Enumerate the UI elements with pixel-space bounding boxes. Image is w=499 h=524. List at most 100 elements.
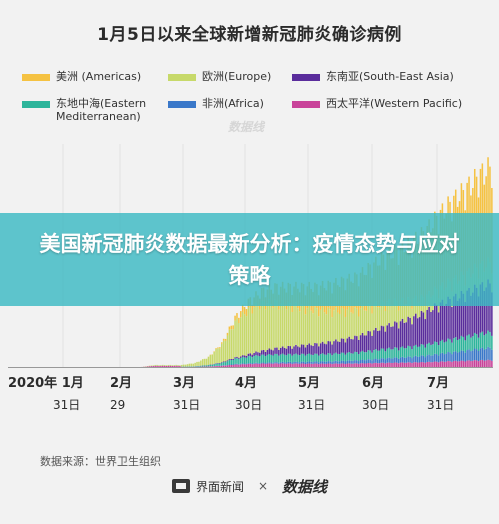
bar-segment <box>397 350 400 359</box>
bar-segment <box>407 362 409 367</box>
bar-segment <box>215 348 217 349</box>
bar-segment <box>234 315 236 321</box>
bar-segment <box>207 366 210 367</box>
bar-segment <box>312 345 314 356</box>
bar-segment <box>257 362 259 364</box>
bar-segment <box>327 307 330 342</box>
bar-segment <box>270 354 272 363</box>
bar-segment <box>255 351 257 356</box>
bar-segment <box>376 350 379 360</box>
bar-segment <box>236 364 238 367</box>
bar-segment <box>335 339 337 353</box>
bar-segment <box>230 365 233 367</box>
bar-segment <box>230 360 233 365</box>
bar-segment <box>373 363 375 367</box>
bar-segment <box>371 352 373 361</box>
bar-segment <box>272 362 274 364</box>
bar-segment <box>243 307 246 315</box>
bar-segment <box>382 301 385 327</box>
bar-segment <box>365 360 368 364</box>
bar-segment <box>350 353 352 361</box>
bar-segment <box>445 303 447 342</box>
bar-segment <box>451 342 453 355</box>
bar-segment <box>217 363 219 366</box>
bar-segment <box>434 361 436 367</box>
bar-segment <box>479 348 482 361</box>
bar-segment <box>295 363 297 367</box>
bar-segment <box>154 365 156 367</box>
bar-segment <box>462 350 465 361</box>
bar-segment <box>458 361 461 367</box>
bar-segment <box>356 360 358 364</box>
bar-segment <box>453 351 455 361</box>
bar-segment <box>329 341 331 354</box>
bar-segment <box>314 361 316 364</box>
bar-segment <box>304 355 307 363</box>
bar-segment <box>318 355 320 363</box>
bar-segment <box>302 305 305 345</box>
bar-segment <box>323 361 326 364</box>
bar-segment <box>325 314 328 345</box>
bar-segment <box>272 355 274 363</box>
bar-segment <box>445 353 447 362</box>
bar-segment <box>367 350 369 360</box>
legend-label: 美洲 (Americas) <box>56 70 142 83</box>
bar-segment <box>365 310 368 336</box>
legend-swatch <box>292 74 320 81</box>
bar-segment <box>260 362 263 364</box>
bar-segment <box>276 363 278 367</box>
bar-segment <box>312 313 314 346</box>
bar-segment <box>466 350 468 361</box>
bar-segment <box>236 313 238 319</box>
bar-segment <box>416 302 419 319</box>
bar-segment <box>430 344 432 356</box>
bar-segment <box>369 350 371 360</box>
bar-segment <box>203 358 206 366</box>
bar-segment <box>390 305 392 327</box>
bar-segment <box>346 352 349 361</box>
bar-segment <box>276 362 278 364</box>
bar-segment <box>445 341 447 354</box>
bar-segment <box>266 363 269 367</box>
bar-segment <box>405 362 408 367</box>
bar-segment <box>198 366 200 367</box>
bar-segment <box>415 344 417 356</box>
bar-segment <box>380 325 383 349</box>
bar-segment <box>192 363 194 367</box>
bar-segment <box>297 363 299 367</box>
bar-segment <box>365 363 368 367</box>
bar-segment <box>325 354 328 362</box>
bar-segment <box>348 336 350 353</box>
bar-segment <box>232 329 234 360</box>
bar-segment <box>428 361 430 367</box>
bar-segment <box>409 362 411 367</box>
bar-segment <box>173 365 175 366</box>
bar-segment <box>432 362 434 367</box>
bar-segment <box>243 364 246 367</box>
bar-segment <box>219 347 221 349</box>
bar-segment <box>447 352 449 362</box>
bar-segment <box>318 346 320 356</box>
bar-segment <box>390 362 392 367</box>
bar-segment <box>217 366 219 367</box>
bar-segment <box>154 364 156 366</box>
bar-segment <box>196 366 198 367</box>
bar-segment <box>399 357 402 363</box>
bar-segment <box>395 322 398 348</box>
x-tick-day: 31日 <box>427 398 454 412</box>
legend-item-western-pacific: 西太平洋(Western Pacific) <box>292 97 462 113</box>
bar-segment <box>392 305 394 327</box>
bar-segment <box>479 332 482 349</box>
bar-segment <box>291 362 293 364</box>
bar-segment <box>241 304 244 312</box>
bar-segment <box>148 366 151 367</box>
bar-segment <box>228 326 231 330</box>
bar-segment <box>312 363 314 367</box>
bar-segment <box>352 353 354 361</box>
bar-segment <box>342 308 345 339</box>
bar-segment <box>354 307 356 336</box>
bar-segment <box>361 363 364 367</box>
bar-segment <box>386 301 388 326</box>
bar-segment <box>367 330 369 351</box>
bar-segment <box>253 307 255 353</box>
